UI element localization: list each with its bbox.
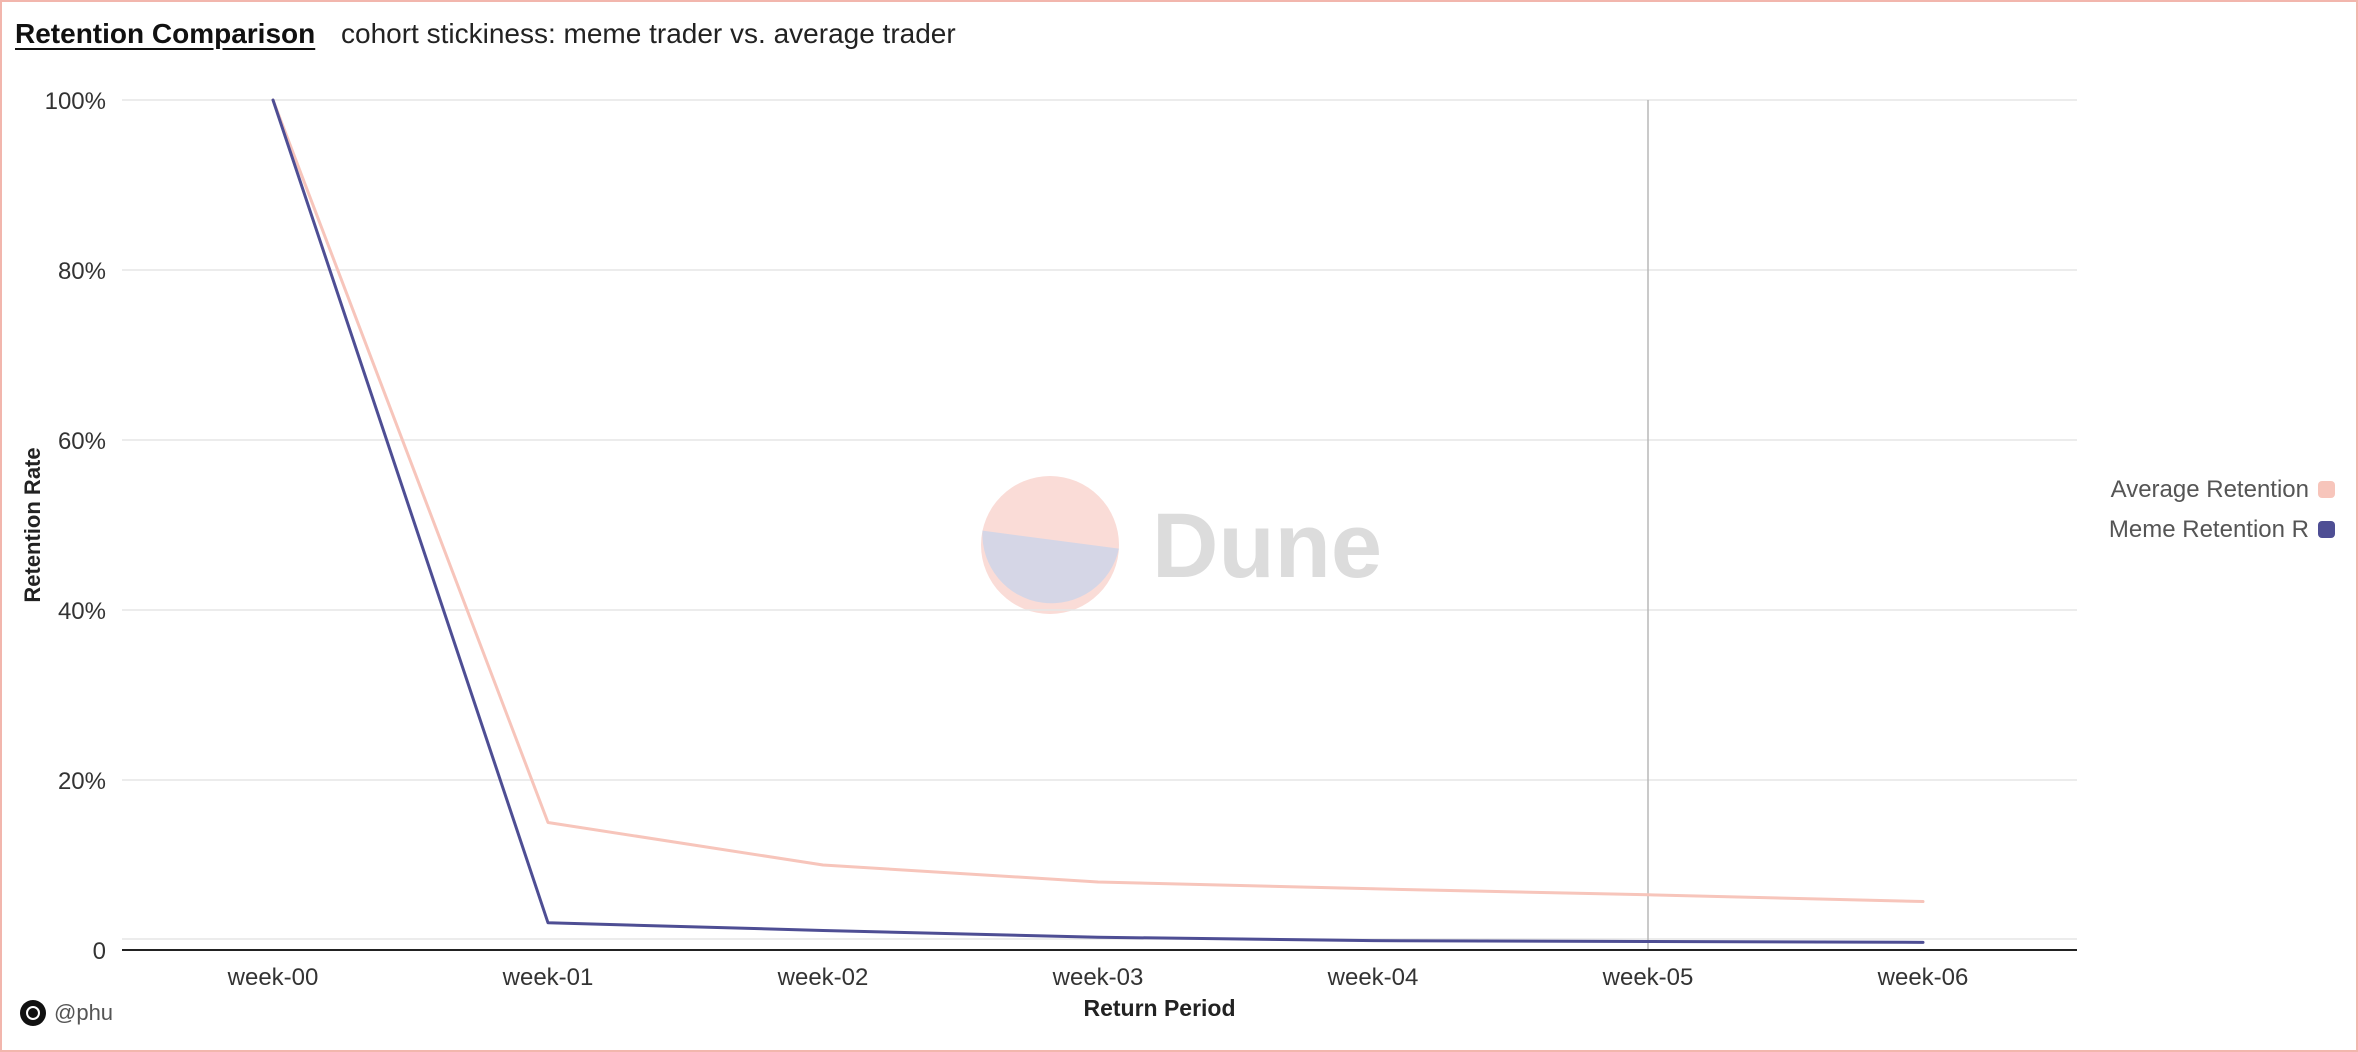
author-handle[interactable]: @phu <box>54 1000 114 1025</box>
watermark-text: Dune <box>1152 495 1382 597</box>
y-tick-label: 60% <box>58 428 106 455</box>
x-tick-label: week-01 <box>502 964 594 991</box>
watermark-circle-bottom <box>982 530 1119 604</box>
y-tick-label: 0 <box>93 938 106 965</box>
y-tick-label: 100% <box>45 88 106 115</box>
series-point <box>547 921 550 924</box>
series-point <box>822 929 825 932</box>
y-tick-label: 80% <box>58 258 106 285</box>
series-point <box>822 864 825 867</box>
series-point <box>1647 893 1650 896</box>
chart-subtitle: cohort stickiness: meme trader vs. avera… <box>341 18 956 49</box>
series-point <box>1372 939 1375 942</box>
y-tick-label: 20% <box>58 768 106 795</box>
x-tick-label: week-06 <box>1877 964 1969 991</box>
axes: 0 20% 40% 60% 80% 100% week-00 week-01 week-02 we… <box>20 88 2077 1021</box>
y-tick-label: 40% <box>58 598 106 625</box>
x-tick-label: week-00 <box>227 964 319 991</box>
series-point <box>1922 941 1925 944</box>
chart-header: Retention Comparison cohort stickiness: … <box>15 18 956 50</box>
footer: @phu <box>20 1000 113 1026</box>
x-tick-label: week-05 <box>1602 964 1694 991</box>
x-tick-label: week-03 <box>1052 964 1144 991</box>
chart-title-link[interactable]: Retention Comparison <box>15 18 316 49</box>
legend: Average Retention Meme Retention R <box>2109 476 2335 543</box>
series-point <box>1372 887 1375 890</box>
x-axis-title: Return Period <box>1083 995 1235 1021</box>
x-tick-label: week-04 <box>1327 964 1419 991</box>
series-line-0 <box>271 98 1925 904</box>
series-lines <box>271 98 1925 944</box>
user-avatar-icon[interactable] <box>20 1000 46 1026</box>
series-point <box>547 821 550 824</box>
series-point <box>1647 940 1650 943</box>
legend-label-1: Meme Retention R <box>2109 516 2309 543</box>
legend-swatch-0 <box>2318 481 2335 498</box>
legend-swatch-1 <box>2318 521 2335 538</box>
x-tick-label: week-02 <box>777 964 869 991</box>
series-line-1 <box>271 98 1925 944</box>
series-point <box>1097 936 1100 939</box>
series-point <box>1097 881 1100 884</box>
series-point <box>1922 900 1925 903</box>
legend-label-0: Average Retention <box>2111 476 2309 503</box>
grid-lines <box>122 99 2077 940</box>
dune-watermark: Dune <box>981 476 1382 614</box>
y-axis-title: Retention Rate <box>20 447 45 602</box>
series-point <box>272 99 275 102</box>
